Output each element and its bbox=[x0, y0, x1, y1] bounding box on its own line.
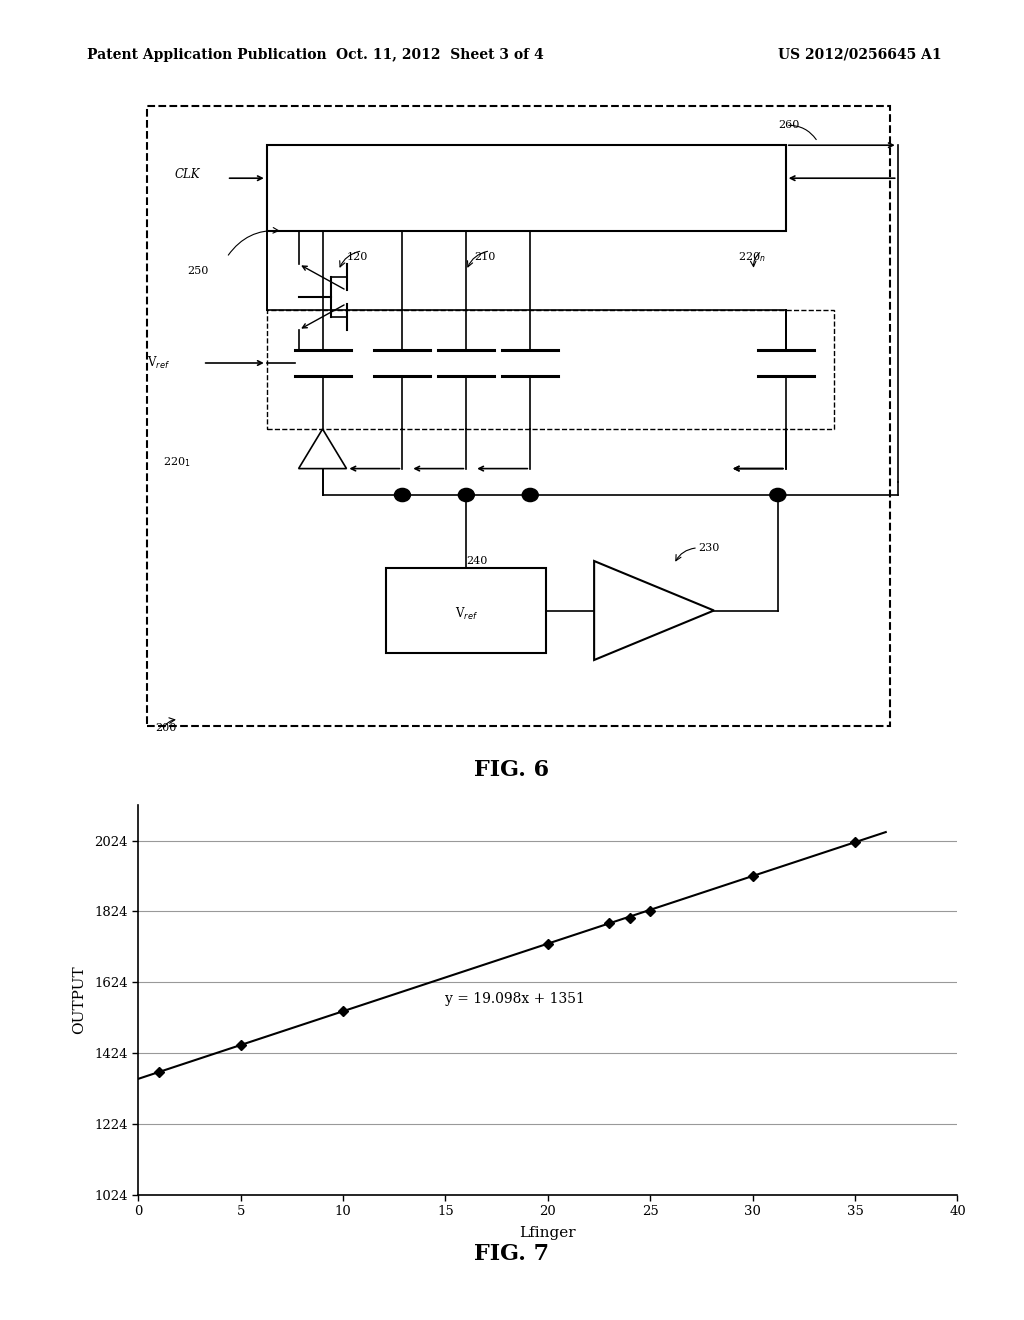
Text: 220$_n$: 220$_n$ bbox=[738, 251, 766, 264]
Text: 120: 120 bbox=[346, 252, 368, 263]
Text: V$_{ref}$: V$_{ref}$ bbox=[146, 355, 170, 371]
Circle shape bbox=[522, 488, 539, 502]
Text: Oct. 11, 2012  Sheet 3 of 4: Oct. 11, 2012 Sheet 3 of 4 bbox=[337, 48, 544, 62]
Text: V$_{ref}$: V$_{ref}$ bbox=[455, 606, 478, 622]
Text: 260: 260 bbox=[778, 120, 799, 131]
Text: 210: 210 bbox=[474, 252, 496, 263]
Bar bbox=[266, 310, 834, 429]
Bar bbox=[386, 568, 546, 653]
Text: 200: 200 bbox=[155, 722, 176, 733]
Circle shape bbox=[394, 488, 411, 502]
Circle shape bbox=[770, 488, 785, 502]
Text: CLK: CLK bbox=[175, 169, 201, 181]
Text: FIG. 6: FIG. 6 bbox=[474, 759, 550, 781]
X-axis label: Lfinger: Lfinger bbox=[519, 1226, 577, 1241]
Text: 220$_1$: 220$_1$ bbox=[163, 455, 190, 469]
Y-axis label: OUTPUT: OUTPUT bbox=[72, 966, 86, 1034]
Text: 250: 250 bbox=[186, 265, 208, 276]
Text: 230: 230 bbox=[698, 543, 719, 553]
Text: 240: 240 bbox=[466, 556, 487, 566]
Text: Patent Application Publication: Patent Application Publication bbox=[87, 48, 327, 62]
Text: y = 19.098x + 1351: y = 19.098x + 1351 bbox=[445, 993, 586, 1006]
Text: FIG. 7: FIG. 7 bbox=[474, 1243, 550, 1266]
Bar bbox=[266, 145, 785, 231]
Text: US 2012/0256645 A1: US 2012/0256645 A1 bbox=[778, 48, 942, 62]
Circle shape bbox=[459, 488, 474, 502]
